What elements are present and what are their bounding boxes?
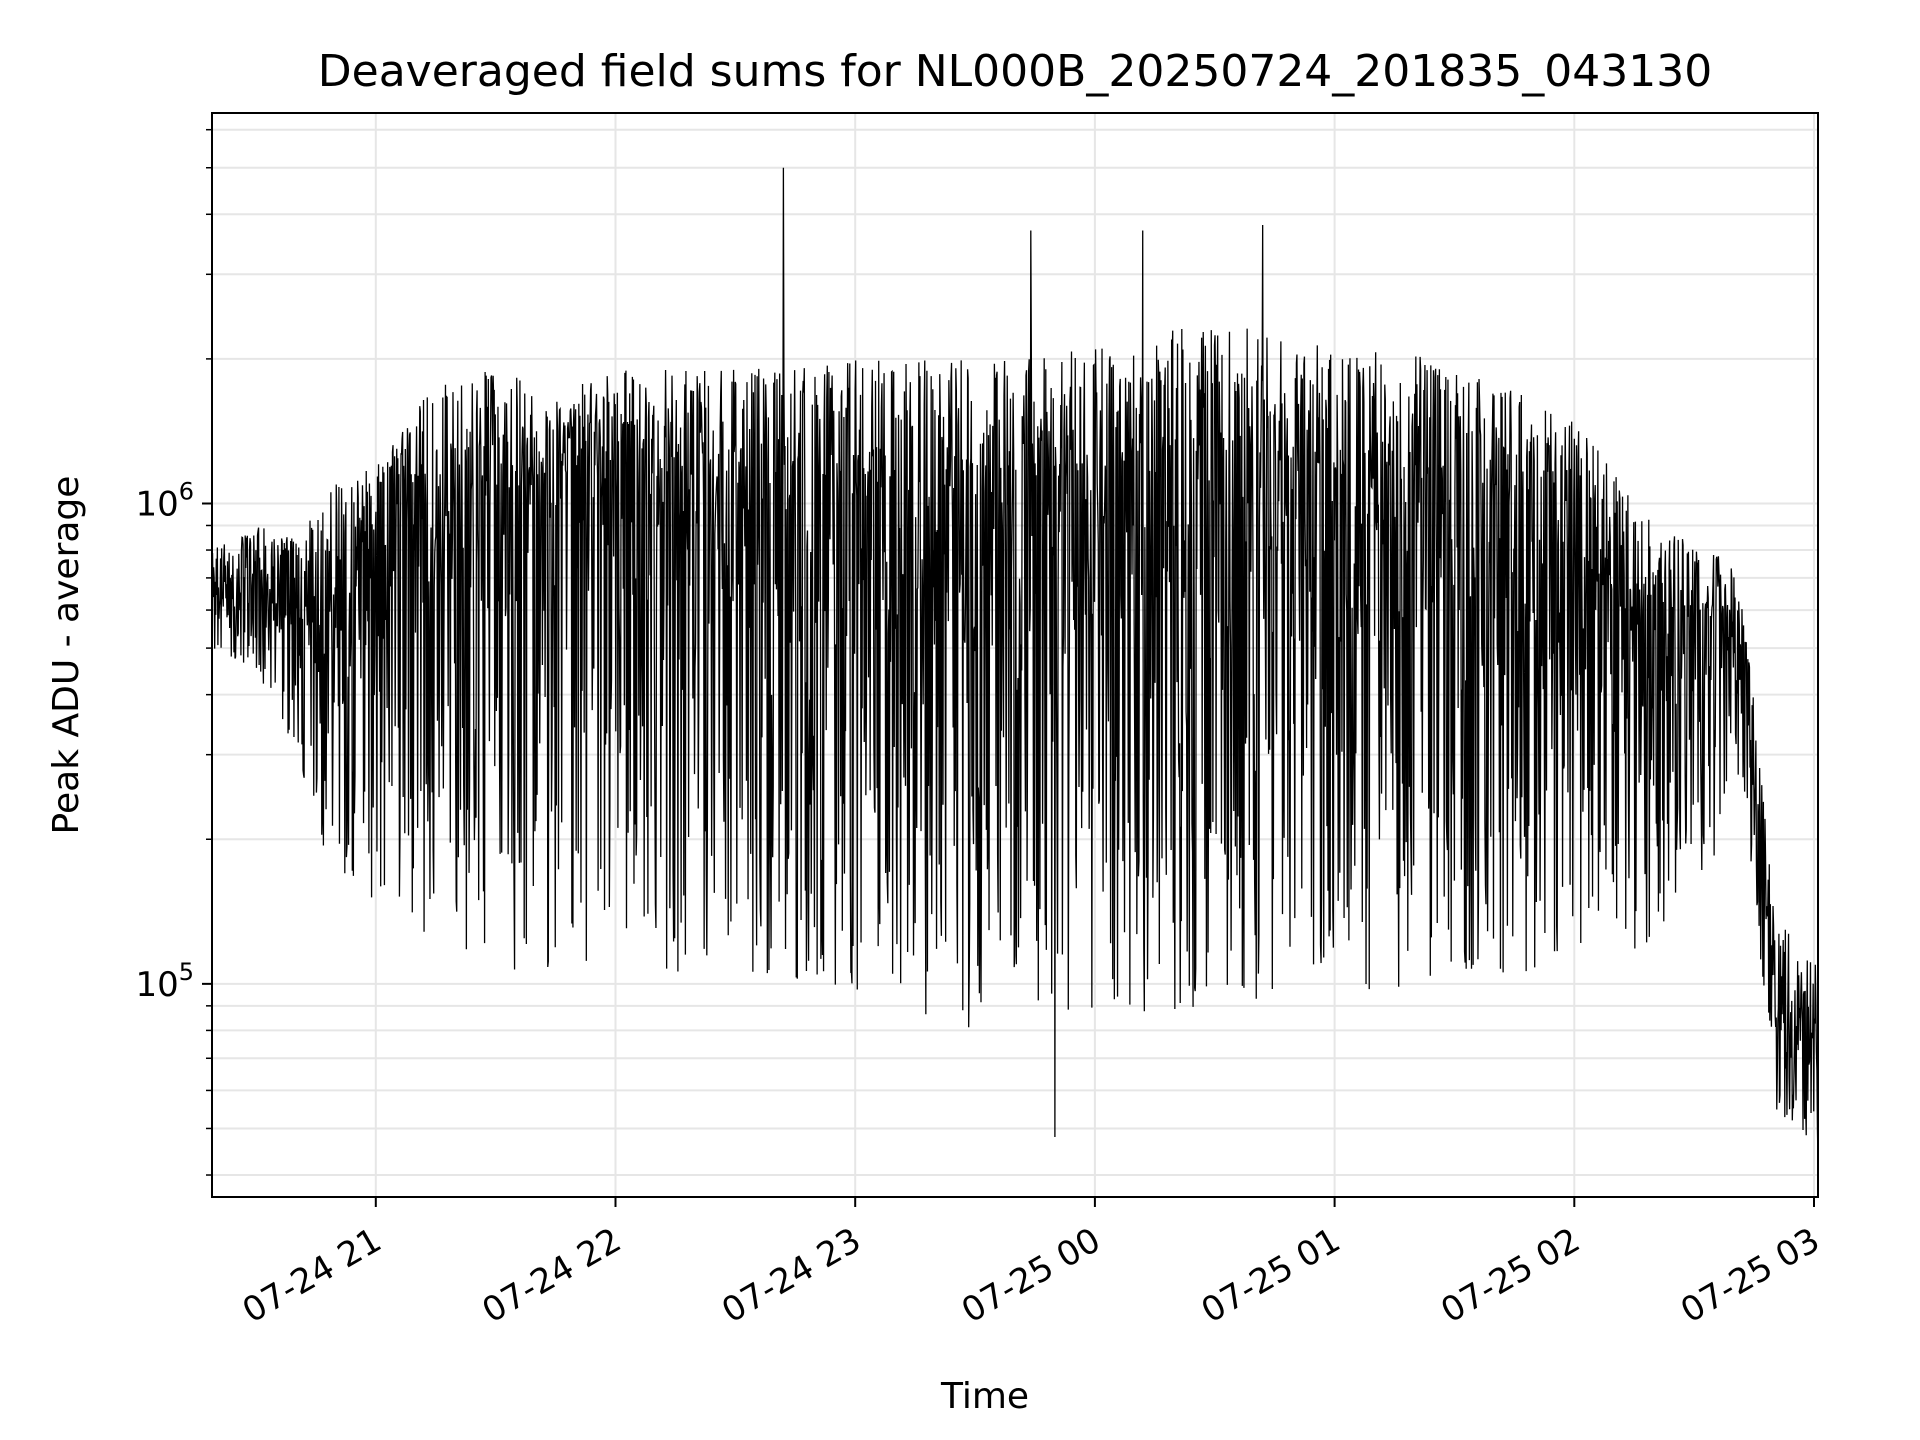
x-tick-label: 07-24 21 <box>236 1220 388 1331</box>
x-axis-label: Time <box>940 1376 1029 1417</box>
x-tick-label: 07-25 01 <box>1195 1220 1347 1331</box>
x-tick-label: 07-25 02 <box>1434 1220 1586 1331</box>
y-tick-base: 10 <box>135 484 178 524</box>
chart-title: Deaveraged field sums for NL000B_2025072… <box>318 46 1712 97</box>
x-tick-label: 07-25 00 <box>955 1220 1107 1331</box>
y-tick-label: 105 <box>135 958 194 1005</box>
y-tick-label: 106 <box>135 477 194 524</box>
x-tick-label: 07-24 22 <box>476 1220 628 1331</box>
plot-frame <box>211 112 1819 1198</box>
plot-area <box>211 167 1819 1165</box>
y-tick-base: 10 <box>135 965 178 1005</box>
y-tick-exponent: 6 <box>179 477 194 505</box>
x-tick-label: 07-24 23 <box>715 1220 867 1331</box>
x-tick-label: 07-25 03 <box>1674 1220 1826 1331</box>
series-line <box>211 167 1819 1165</box>
y-tick-exponent: 5 <box>179 958 194 986</box>
y-axis-label: Peak ADU - average <box>46 476 87 835</box>
